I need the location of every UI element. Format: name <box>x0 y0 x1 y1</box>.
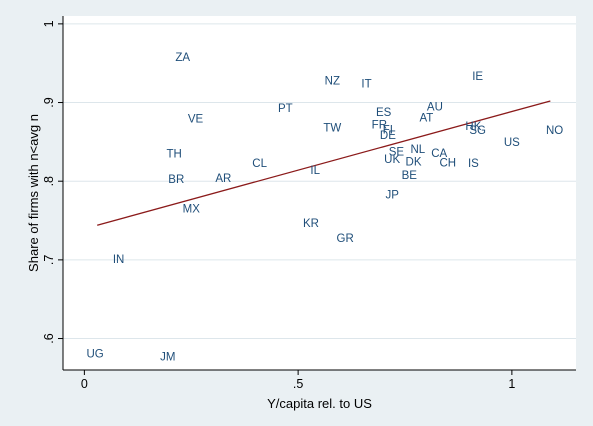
x-tick-label: .5 <box>293 377 303 391</box>
x-tick-label: 0 <box>81 377 88 391</box>
point-label-il: IL <box>310 165 320 177</box>
fit-line <box>97 100 551 226</box>
tick-labels: .6 .7 .8 .9 1 0 .5 1 <box>42 20 515 391</box>
point-label-at: AT <box>419 112 433 124</box>
point-label-mx: MX <box>183 204 201 216</box>
y-tick-label: .8 <box>42 176 56 186</box>
point-label-es: ES <box>376 107 392 119</box>
y-tick-label: 1 <box>42 20 56 27</box>
gridlines <box>63 23 576 340</box>
point-label-hk: HK <box>465 121 481 133</box>
point-label-dk: DK <box>406 157 422 169</box>
point-label-cl: CL <box>252 158 267 170</box>
point-label-za: ZA <box>175 52 190 64</box>
point-label-in: IN <box>113 254 125 266</box>
point-label-ar: AR <box>215 173 231 185</box>
point-label-nl: NL <box>410 144 425 156</box>
point-label-uk: UK <box>384 154 400 166</box>
point-label-jm: JM <box>160 352 175 364</box>
point-label-ve: VE <box>188 113 204 125</box>
point-label-ca: CA <box>431 148 447 160</box>
point-label-be: BE <box>402 170 418 182</box>
point-label-it: IT <box>361 79 371 91</box>
point-label-de: DE <box>380 130 396 142</box>
y-tick-label: .6 <box>42 333 56 343</box>
point-label-ch: CH <box>439 157 456 169</box>
point-label-br: BR <box>168 174 184 186</box>
y-tick-label: .9 <box>42 97 56 107</box>
point-label-gr: GR <box>337 233 354 245</box>
point-label-th: TH <box>166 149 181 161</box>
point-label-se: SE <box>389 146 405 158</box>
axes <box>58 16 576 375</box>
point-label-fr: FR <box>372 120 387 132</box>
point-label-us: US <box>504 137 520 149</box>
point-label-nz: NZ <box>325 76 340 88</box>
point-label-au: AU <box>427 101 443 113</box>
point-label-is: IS <box>468 158 479 170</box>
point-label-ug: UG <box>86 348 103 360</box>
point-label-kr: KR <box>303 218 319 230</box>
plot-area <box>63 16 576 370</box>
y-axis-label: Share of firms with n<avg n <box>26 114 41 272</box>
point-label-no: NO <box>546 125 563 137</box>
point-label-fi: FI <box>383 124 393 136</box>
point-label-jp: JP <box>385 190 399 202</box>
x-axis-label: Y/capita rel. to US <box>267 396 372 411</box>
point-label-sg: SG <box>469 125 486 137</box>
x-tick-label: 1 <box>508 377 515 391</box>
point-label-pt: PT <box>278 103 293 115</box>
y-tick-label: .7 <box>42 255 56 265</box>
point-label-ie: IE <box>472 71 483 83</box>
point-label-tw: TW <box>323 123 341 135</box>
